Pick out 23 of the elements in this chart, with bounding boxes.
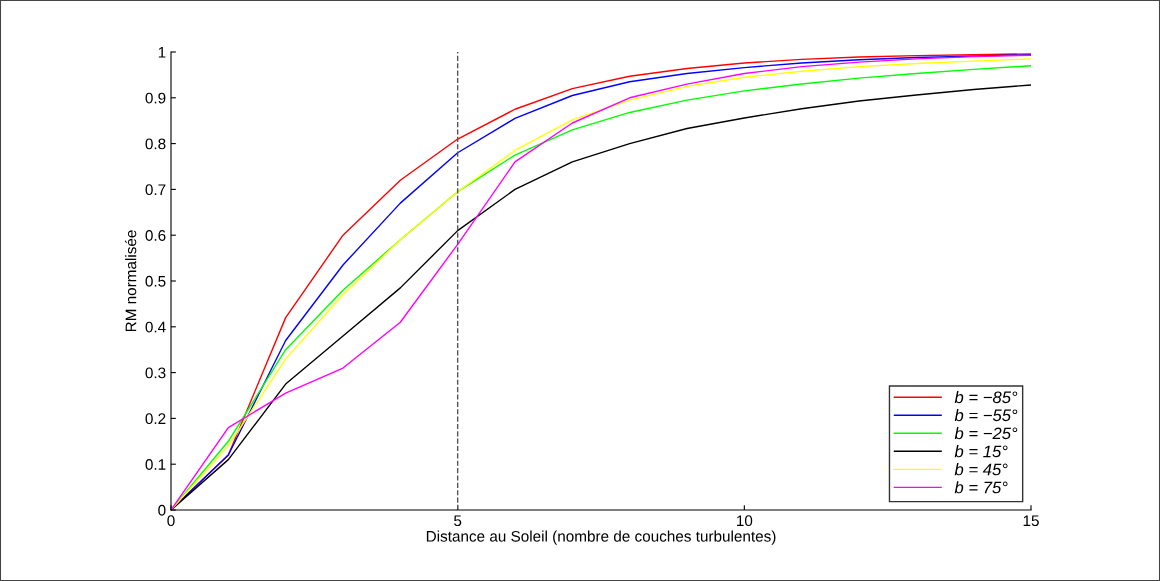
y-tick-label: 0.8 bbox=[145, 138, 166, 150]
y-axis-title: RM normalisée bbox=[124, 230, 137, 332]
x-tick-label: 10 bbox=[737, 515, 753, 527]
y-tick-label: 0.5 bbox=[145, 275, 166, 287]
y-tick-label: 0 bbox=[158, 504, 166, 516]
y-tick-label: 0.2 bbox=[145, 413, 166, 425]
legend-label: b = 45° bbox=[954, 463, 1008, 476]
y-tick-label: 0.6 bbox=[145, 230, 166, 241]
legend-label: b = 75° bbox=[954, 481, 1008, 494]
y-tick-label: 1 bbox=[158, 47, 166, 58]
y-tick-label: 0.4 bbox=[145, 321, 166, 333]
y-tick-label: 0.9 bbox=[145, 92, 166, 104]
legend-label: b = −25° bbox=[954, 427, 1018, 440]
x-tick-label: 0 bbox=[167, 515, 175, 527]
legend-label: b = −85° bbox=[954, 390, 1018, 404]
x-tick-label: 15 bbox=[1023, 515, 1039, 527]
legend-label: b = 15° bbox=[954, 445, 1008, 458]
x-axis-title: Distance au Soleil (nombre de couches turbulentes) bbox=[426, 530, 776, 545]
y-tick-label: 0.3 bbox=[145, 367, 166, 379]
x-tick-label: 5 bbox=[454, 515, 462, 527]
y-tick-label: 0.1 bbox=[145, 459, 166, 470]
legend-label: b = −55° bbox=[954, 408, 1018, 422]
y-tick-label: 0.7 bbox=[145, 184, 166, 196]
